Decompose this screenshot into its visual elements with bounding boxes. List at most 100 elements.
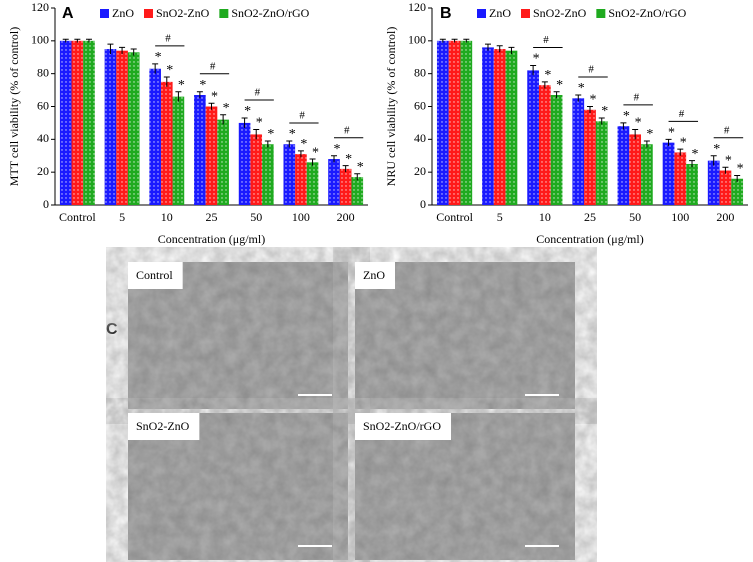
error-bar — [152, 63, 159, 74]
bar-texture — [250, 134, 263, 205]
significance-star: * — [345, 152, 352, 167]
error-bar — [74, 38, 81, 43]
label-box — [128, 413, 200, 440]
error-bar — [496, 45, 503, 53]
error-bar — [710, 155, 717, 166]
x-axis-label: Concentration (μg/ml) — [158, 232, 265, 246]
error-bar — [530, 64, 537, 76]
legend-swatch — [144, 9, 153, 18]
y-tick-label: 0 — [43, 197, 49, 211]
micrograph-label: SnO2-ZnO/rGO — [363, 419, 441, 433]
error-bar — [508, 46, 515, 54]
x-tick-label: Control — [436, 210, 473, 224]
x-tick-label: 25 — [584, 210, 596, 224]
panel-label: C — [106, 321, 118, 338]
significance-star: * — [533, 52, 540, 67]
error-bar — [163, 76, 170, 87]
bar-texture — [493, 49, 506, 205]
error-bar — [175, 91, 182, 102]
x-tick-label: 5 — [119, 210, 125, 224]
bar-texture — [629, 134, 642, 205]
significance-star: * — [713, 142, 720, 157]
legend-label: ZnO — [489, 6, 511, 20]
significance-hash: # — [543, 34, 549, 46]
error-bar — [665, 138, 672, 146]
error-bar — [722, 166, 729, 174]
y-tick-label: 40 — [37, 131, 49, 145]
significance-star: * — [357, 160, 364, 175]
bar-texture — [194, 95, 206, 205]
bar-texture — [339, 168, 352, 205]
significance-star: * — [300, 137, 307, 152]
x-axis-label: Concentration (μg/ml) — [536, 232, 643, 246]
error-bar — [451, 38, 458, 43]
error-bar — [677, 148, 684, 156]
x-tick-label: 25 — [206, 210, 218, 224]
y-tick-label: 20 — [414, 164, 426, 178]
error-bar — [354, 173, 361, 181]
bar-texture — [172, 96, 185, 205]
significance-star: * — [623, 109, 630, 124]
x-tick-label: 200 — [716, 210, 734, 224]
error-bar — [130, 48, 137, 56]
significance-star: * — [289, 127, 296, 142]
y-tick-label: 120 — [31, 0, 49, 14]
significance-star: * — [725, 153, 732, 168]
y-axis-label: NRU cell viability (% of control) — [384, 27, 398, 187]
significance-star: * — [635, 116, 642, 131]
bar-texture — [238, 122, 251, 205]
bar-texture — [104, 49, 117, 205]
y-tick-label: 100 — [408, 33, 426, 47]
bar-texture — [262, 144, 274, 205]
x-tick-label: 10 — [161, 210, 173, 224]
significance-hash: # — [165, 32, 171, 44]
x-tick-label: 50 — [629, 210, 641, 224]
bar-texture — [482, 47, 494, 206]
legend-swatch — [521, 9, 530, 18]
bar-texture — [306, 162, 319, 205]
y-tick-label: 20 — [37, 164, 49, 178]
bar-texture — [538, 85, 551, 205]
significance-star: * — [692, 147, 699, 162]
bar-texture — [686, 163, 698, 205]
significance-hash: # — [588, 64, 594, 76]
significance-star: * — [590, 93, 597, 108]
x-tick-label: 50 — [250, 210, 262, 224]
legend-swatch — [100, 9, 109, 18]
significance-hash: # — [255, 87, 261, 99]
legend-swatch — [219, 9, 229, 18]
error-bar — [241, 117, 248, 128]
legend-label: ZnO — [112, 6, 134, 20]
legend-label: SnO2-ZnO/rGO — [231, 6, 309, 20]
error-bar — [689, 160, 696, 168]
significance-star: * — [155, 50, 162, 65]
error-bar — [632, 128, 639, 140]
y-tick-label: 100 — [31, 33, 49, 47]
significance-hash: # — [299, 110, 305, 122]
error-bar — [220, 114, 227, 125]
bar-texture — [707, 160, 720, 205]
error-bar — [107, 43, 114, 54]
significance-star: * — [244, 104, 251, 119]
significance-star: * — [334, 142, 341, 157]
x-tick-label: 5 — [497, 210, 503, 224]
y-tick-label: 60 — [414, 98, 426, 112]
bar-texture — [149, 68, 161, 205]
bar-texture — [83, 40, 95, 206]
y-tick-label: 0 — [420, 197, 426, 211]
legend-label: SnO2-ZnO/rGO — [608, 6, 686, 20]
significance-star: * — [578, 81, 585, 96]
significance-star: * — [556, 78, 563, 93]
bar-texture — [550, 95, 563, 205]
bar-texture — [584, 109, 596, 205]
error-bar — [286, 140, 293, 148]
panel-label: A — [62, 5, 74, 22]
y-tick-label: 120 — [408, 0, 426, 14]
micrograph-label: SnO2-ZnO — [136, 419, 190, 433]
significance-star: * — [256, 116, 263, 131]
bar-texture — [127, 52, 140, 206]
error-bar — [297, 150, 304, 158]
error-bar — [439, 38, 446, 43]
significance-hash: # — [724, 124, 730, 136]
error-bar — [463, 38, 470, 43]
